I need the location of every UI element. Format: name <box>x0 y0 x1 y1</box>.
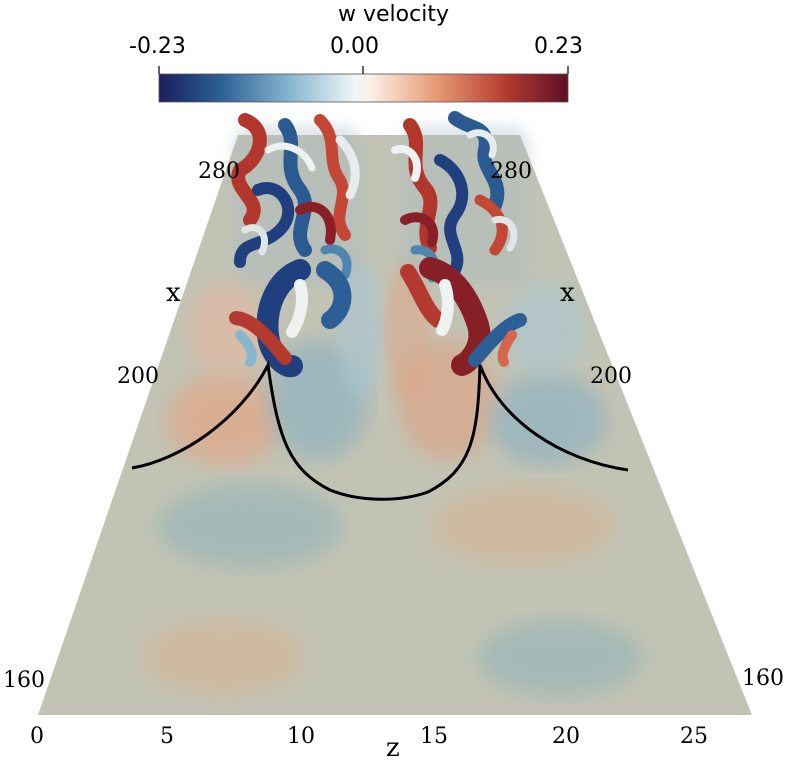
z-tick: 15 <box>420 724 448 749</box>
slice-plane <box>38 135 752 715</box>
negative-patch <box>478 620 642 696</box>
hairpin-vortex-left <box>229 259 352 378</box>
x-axis-label-right: x <box>560 278 575 308</box>
x-tick-280-right: 280 <box>490 159 532 184</box>
x-tick-160-left: 160 <box>3 668 45 693</box>
vortex-structures-left <box>231 113 362 285</box>
x-tick-200-left: 200 <box>117 364 159 389</box>
z-tick: 10 <box>287 724 315 749</box>
boundary-curve <box>131 360 629 501</box>
hairpin-vortex-right <box>400 257 527 376</box>
z-tick: 25 <box>680 724 708 749</box>
colorbar-max-label: 0.23 <box>534 34 583 59</box>
negative-patch <box>490 375 606 465</box>
z-tick: 20 <box>552 724 580 749</box>
colorbar <box>158 73 569 103</box>
z-tick: 0 <box>30 724 44 749</box>
colorbar-mid-label: 0.00 <box>330 34 379 59</box>
x-tick-160-right: 160 <box>742 666 784 691</box>
positive-patch <box>430 486 614 566</box>
z-tick: 5 <box>160 724 174 749</box>
negative-patch <box>505 282 585 378</box>
x-axis-label-left: x <box>166 278 181 308</box>
positive-patch <box>142 619 306 695</box>
x-tick-200-right: 200 <box>590 364 632 389</box>
vortex-structures-right <box>391 111 530 285</box>
negative-patch <box>158 484 342 568</box>
z-axis-label: z <box>386 733 400 763</box>
colorbar-min-label: -0.23 <box>129 34 186 59</box>
colorbar-title: w velocity <box>338 2 449 27</box>
x-tick-280-left: 280 <box>198 159 240 184</box>
